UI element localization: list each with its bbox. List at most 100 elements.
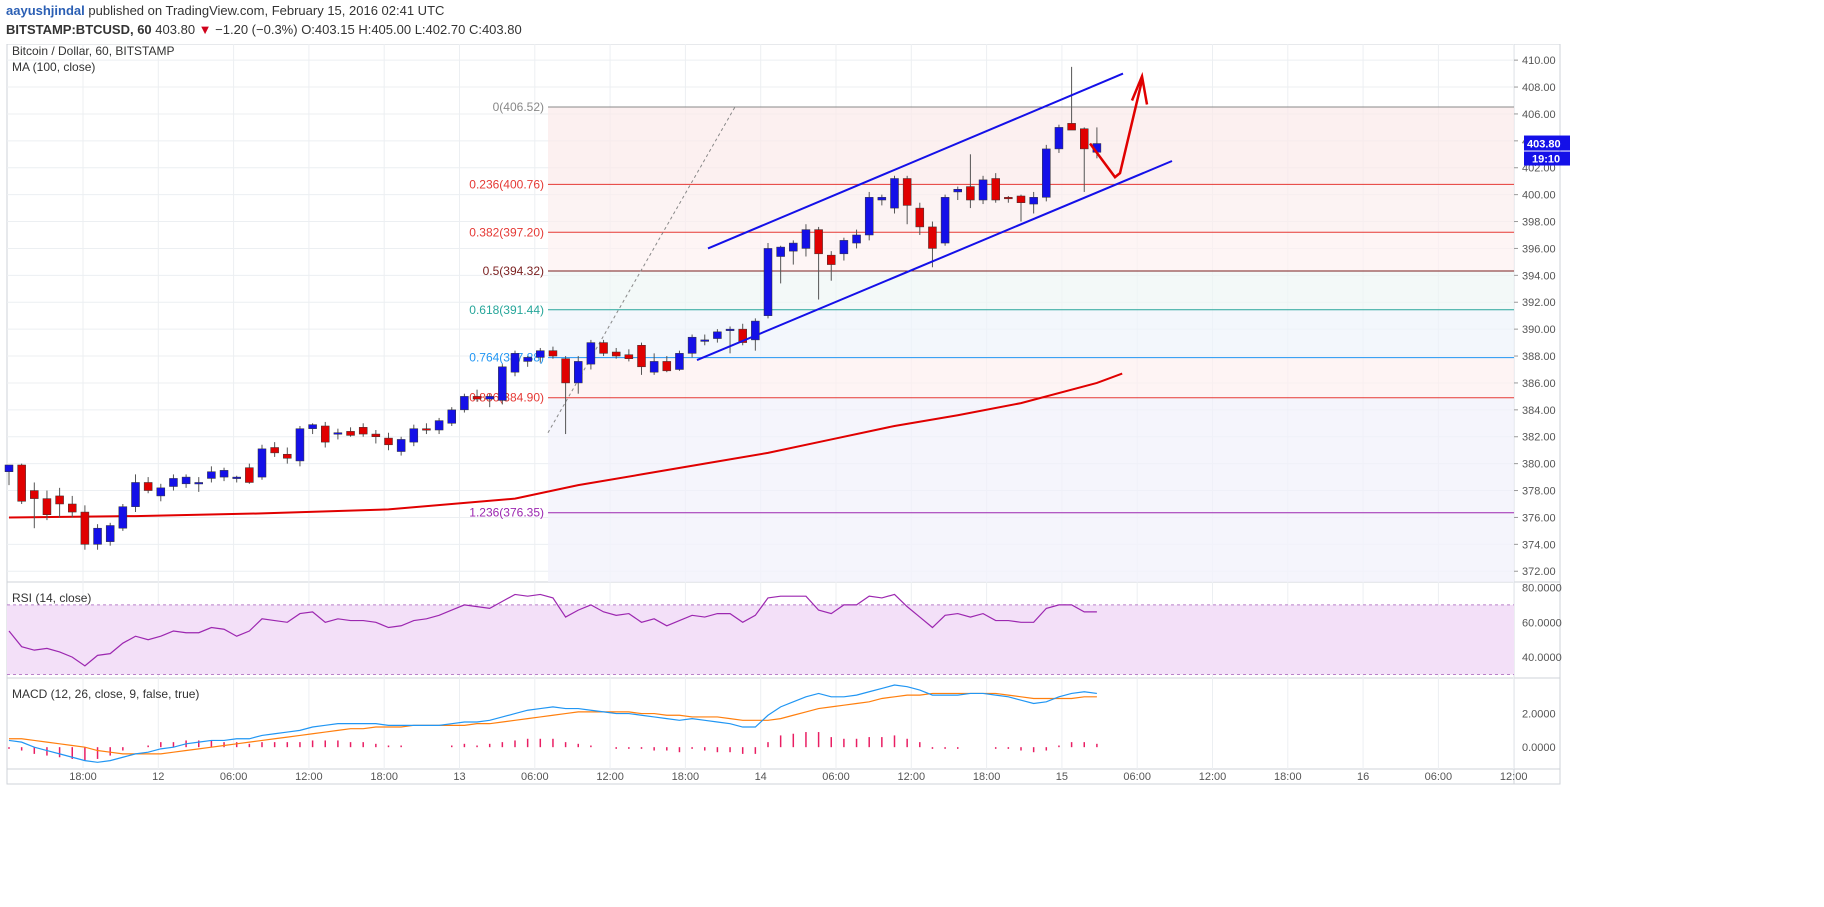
candle-body bbox=[915, 207, 925, 228]
x-tick-label: 06:00 bbox=[220, 771, 248, 783]
candle-down bbox=[17, 463, 26, 504]
candle-down bbox=[915, 202, 925, 235]
countdown-marker bbox=[1524, 151, 1570, 166]
x-tick-label: 12 bbox=[152, 771, 164, 783]
candle-up bbox=[498, 364, 507, 405]
candle-body bbox=[143, 482, 153, 491]
candle-up bbox=[485, 393, 494, 408]
candle-body bbox=[953, 189, 962, 193]
candle-down bbox=[827, 251, 836, 281]
fib-zone bbox=[548, 184, 1514, 233]
candle-down bbox=[321, 421, 330, 448]
y-tick-label: 378.00 bbox=[1522, 486, 1556, 498]
candle-down bbox=[611, 347, 621, 359]
candle-body bbox=[131, 482, 140, 507]
candle-body bbox=[814, 229, 823, 255]
candle-up bbox=[751, 318, 760, 351]
y-tick-label: 402.00 bbox=[1522, 163, 1556, 175]
candle-body bbox=[68, 503, 77, 513]
candle-up bbox=[675, 350, 684, 371]
rsi-band bbox=[7, 604, 1514, 675]
candle-down bbox=[384, 432, 393, 451]
candle-body bbox=[245, 467, 254, 483]
candle-down bbox=[143, 477, 153, 494]
fib-level-label: 0(406.52) bbox=[493, 100, 544, 114]
candle-body bbox=[1080, 128, 1089, 150]
y-tick-label: 410.00 bbox=[1522, 55, 1556, 67]
x-tick-label: 12:00 bbox=[1500, 771, 1528, 783]
x-tick-label: 12:00 bbox=[1199, 771, 1227, 783]
macd-line bbox=[8, 684, 1097, 763]
chart-frame bbox=[6, 44, 1561, 785]
fib-zone bbox=[548, 271, 1514, 310]
candle-body bbox=[864, 197, 874, 236]
candle-body bbox=[978, 179, 988, 201]
candle-down bbox=[814, 226, 823, 300]
candle-up bbox=[460, 393, 469, 413]
candle-up bbox=[257, 444, 267, 480]
y-tick-label: 382.00 bbox=[1522, 432, 1556, 444]
candle-body bbox=[93, 527, 102, 545]
candle-body bbox=[118, 506, 128, 529]
x-tick-label: 18:00 bbox=[973, 771, 1001, 783]
candle-body bbox=[447, 409, 456, 424]
candle-body bbox=[966, 186, 975, 201]
last-price-marker bbox=[1524, 135, 1570, 151]
candle-body bbox=[523, 357, 532, 362]
y-tick-label: 386.00 bbox=[1522, 378, 1556, 390]
candle-body bbox=[384, 437, 393, 446]
macd-legend: MACD (12, 26, close, 9, false, true) bbox=[12, 687, 199, 701]
y-tick-label: 400.00 bbox=[1522, 190, 1556, 202]
candle-body bbox=[156, 487, 166, 497]
candle-up bbox=[687, 334, 697, 358]
candle-body bbox=[510, 353, 520, 373]
candle-up bbox=[763, 243, 773, 319]
y-tick-label: 398.00 bbox=[1522, 217, 1556, 229]
candle-up bbox=[169, 474, 178, 491]
candle-body bbox=[42, 498, 52, 515]
rsi-line bbox=[8, 593, 1097, 667]
price-chart[interactable]: 18:00 12 06:00 12:00 18:00 13 06:00 12:00 18:00 1… bbox=[0, 44, 1824, 907]
candle-down bbox=[599, 339, 608, 357]
candle-up bbox=[725, 326, 735, 354]
y-tick-label: 396.00 bbox=[1522, 243, 1556, 255]
change-down-icon: ▼ bbox=[198, 22, 212, 37]
countdown-label: 19:10 bbox=[1532, 154, 1560, 166]
x-tick-label: 13 bbox=[453, 771, 465, 783]
candle-body bbox=[675, 353, 684, 370]
candle-down bbox=[55, 487, 64, 518]
candle-up bbox=[649, 353, 659, 375]
candle-up bbox=[839, 237, 849, 261]
fib-level-label: 0.382(397.20) bbox=[469, 225, 544, 239]
candle-body bbox=[80, 511, 90, 545]
last-price: 403.80 bbox=[155, 22, 196, 37]
fib-level-label: 0.5(394.32) bbox=[483, 264, 544, 278]
candle-body bbox=[321, 425, 330, 443]
candle-body bbox=[586, 342, 596, 365]
fib-zone bbox=[548, 357, 1514, 398]
candle-body bbox=[194, 482, 203, 485]
candle-up bbox=[1054, 124, 1064, 153]
candle-body bbox=[308, 424, 317, 429]
candle-body bbox=[1029, 197, 1038, 205]
candle-up bbox=[118, 503, 128, 531]
candle-up bbox=[105, 522, 115, 546]
y-tick-label: 390.00 bbox=[1522, 324, 1556, 336]
candle-body bbox=[17, 464, 26, 502]
y-tick-label: 376.00 bbox=[1522, 512, 1556, 524]
quote-line: BITSTAMP:BTCUSD, 60 403.80 ▼ −1.20 (−0.3… bbox=[6, 22, 522, 37]
author-link[interactable]: aayushjindal bbox=[6, 3, 85, 18]
candle-body bbox=[422, 428, 431, 431]
fib-level-label: 0.236(400.76) bbox=[469, 177, 544, 191]
ma-legend: MA (100, close) bbox=[12, 60, 95, 74]
x-tick-label: 18:00 bbox=[370, 771, 398, 783]
candle-up bbox=[713, 329, 722, 343]
symbol-label: BITSTAMP:BTCUSD, 60 bbox=[6, 22, 152, 37]
channel-upper-line bbox=[707, 72, 1124, 250]
x-tick-label: 06:00 bbox=[1425, 771, 1453, 783]
candle-up bbox=[801, 224, 811, 257]
candle-down bbox=[991, 173, 1000, 203]
candle-body bbox=[257, 448, 267, 478]
candle-body bbox=[434, 420, 444, 431]
candle-body bbox=[333, 432, 343, 435]
